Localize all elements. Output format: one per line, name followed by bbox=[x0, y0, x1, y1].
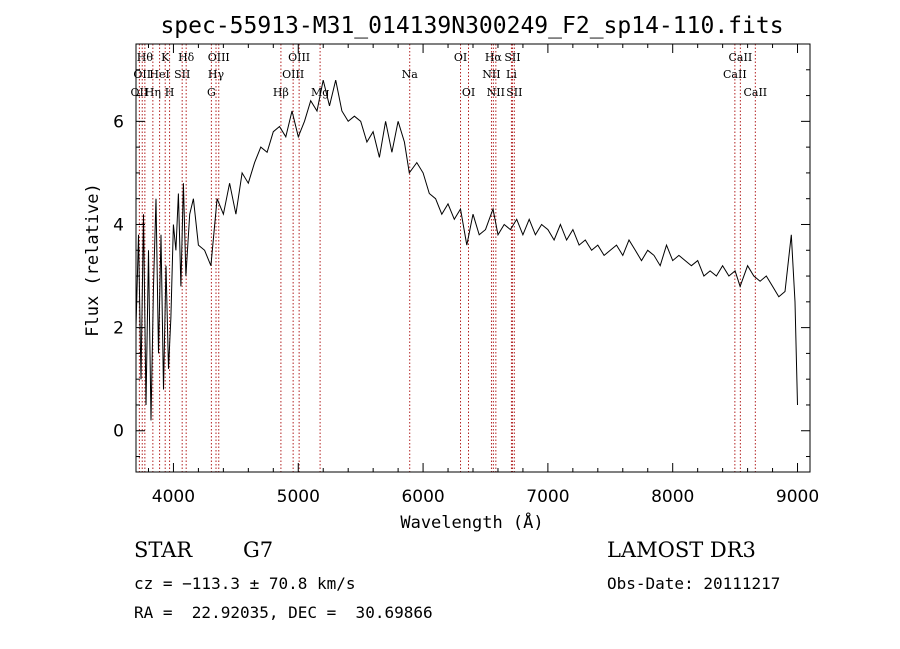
axis-ticks bbox=[136, 43, 810, 472]
y-tick-label: 2 bbox=[113, 319, 124, 339]
ra-dec-coordinates: RA = 22.92035, DEC = 30.69866 bbox=[134, 603, 433, 622]
line-marker-label: CaII bbox=[723, 68, 747, 81]
observation-date: Obs-Date: 20111217 bbox=[607, 574, 781, 593]
y-axis-label: Flux (relative) bbox=[83, 183, 103, 337]
x-tick-label: 4000 bbox=[152, 487, 195, 507]
line-marker-label: SII bbox=[504, 51, 520, 64]
line-marker-label: OI bbox=[454, 51, 467, 64]
line-marker-label: CaII bbox=[729, 51, 753, 64]
line-marker-label: OIII bbox=[282, 68, 304, 81]
x-tick-label: 8000 bbox=[651, 487, 694, 507]
line-marker-label: OIII bbox=[208, 51, 230, 64]
spectrum-line bbox=[135, 79, 798, 421]
line-marker-label: HeI bbox=[149, 68, 169, 81]
x-tick-label: 7000 bbox=[526, 487, 569, 507]
line-marker-label: Mg bbox=[311, 86, 329, 99]
y-tick-label: 0 bbox=[113, 422, 124, 442]
y-tick-label: 6 bbox=[113, 112, 124, 132]
line-marker-label: OI bbox=[462, 86, 475, 99]
x-axis-label: Wavelength (Å) bbox=[400, 511, 543, 533]
line-marker-label: Hη bbox=[145, 86, 161, 99]
line-marker-label: G bbox=[207, 86, 216, 99]
x-tick-label: 9000 bbox=[776, 487, 819, 507]
line-marker-label: Hα bbox=[485, 51, 503, 64]
line-marker-label: Li bbox=[506, 68, 517, 81]
x-tick-label: 6000 bbox=[401, 487, 444, 507]
survey-name: LAMOST DR3 bbox=[607, 538, 756, 562]
line-marker-label: Hθ bbox=[137, 51, 154, 64]
emission-line-markers bbox=[138, 44, 756, 472]
line-marker-label: Hδ bbox=[178, 51, 195, 64]
line-marker-label: NII bbox=[487, 86, 505, 99]
line-marker-label: OII bbox=[131, 86, 149, 99]
line-marker-label: Hβ bbox=[273, 86, 289, 99]
line-marker-label: OIII bbox=[288, 51, 310, 64]
object-subclass: G7 bbox=[243, 538, 274, 562]
axis-tick-labels: 4000 5000 6000 7000 8000 9000 0 2 4 6 bbox=[113, 112, 819, 507]
line-marker-label: K bbox=[161, 51, 170, 64]
line-marker-label: H bbox=[165, 86, 175, 99]
chart-title: spec-55913-M31_014139N300249_F2_sp14-110… bbox=[160, 13, 783, 39]
object-class: STAR bbox=[134, 538, 193, 562]
line-marker-label: SII bbox=[174, 68, 190, 81]
plot-frame bbox=[135, 43, 811, 473]
line-marker-label: NII bbox=[482, 68, 500, 81]
y-tick-label: 4 bbox=[113, 215, 124, 235]
line-marker-label: OII bbox=[133, 68, 151, 81]
line-marker-label: Hγ bbox=[208, 68, 225, 81]
line-marker-label: Na bbox=[402, 68, 419, 81]
redshift-velocity: cz = −113.3 ± 70.8 km/s bbox=[134, 574, 356, 593]
emission-line-labels: OII OII Hθ Hη HeI K H SII Hδ G Hγ OIII Hβ OIII OIII Mg N… bbox=[131, 51, 768, 99]
x-tick-label: 5000 bbox=[277, 487, 320, 507]
line-marker-label: SII bbox=[506, 86, 522, 99]
line-marker-label: CaII bbox=[743, 86, 767, 99]
